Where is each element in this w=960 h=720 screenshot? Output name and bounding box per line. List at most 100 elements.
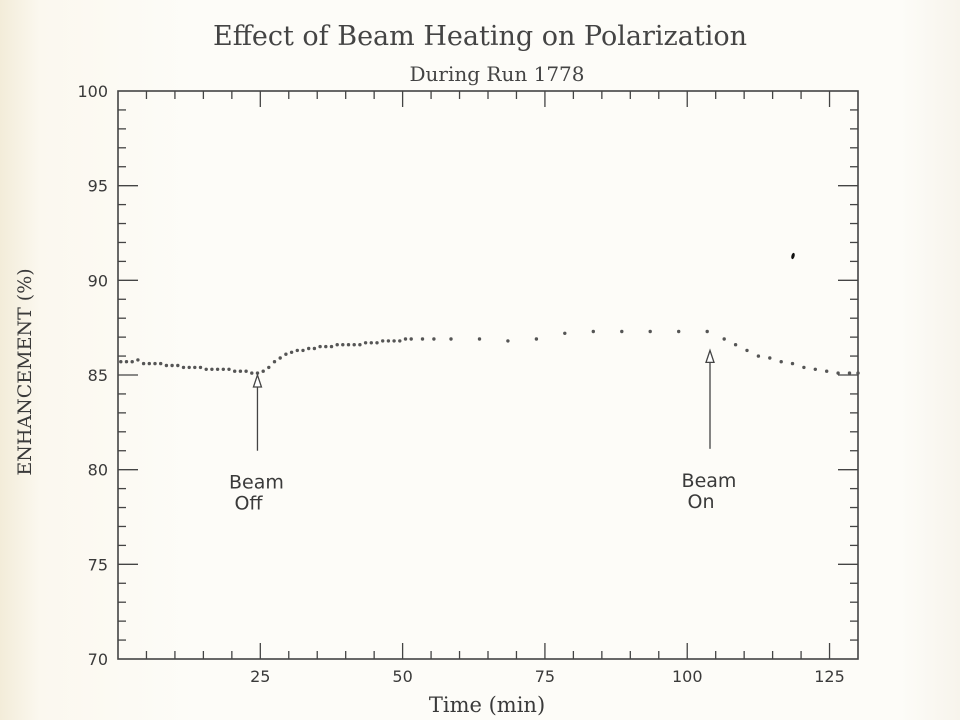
data-point	[312, 346, 317, 351]
data-point	[768, 356, 772, 360]
data-point	[477, 337, 482, 341]
data-point	[221, 367, 225, 371]
data-point	[358, 343, 362, 347]
data-point	[210, 367, 214, 371]
data-point	[267, 365, 271, 370]
data-point	[198, 365, 203, 370]
data-point	[363, 341, 368, 345]
y-tick-label: 90	[88, 271, 108, 290]
data-point	[176, 363, 180, 368]
chart-subtitle: During Run 1778	[410, 62, 585, 86]
data-point	[335, 343, 339, 347]
data-point	[745, 348, 749, 353]
annotation-label-line2: Off	[234, 493, 263, 515]
data-point	[324, 344, 328, 349]
data-point	[250, 371, 254, 375]
data-point	[825, 369, 829, 373]
data-point	[284, 352, 288, 356]
y-tick-label: 85	[88, 366, 108, 385]
data-points	[119, 329, 860, 375]
data-point	[409, 337, 413, 341]
data-point	[233, 369, 237, 373]
data-point	[136, 358, 140, 362]
data-point	[215, 367, 220, 371]
x-tick-label: 75	[535, 667, 555, 686]
data-point	[119, 360, 123, 364]
data-point	[346, 343, 351, 347]
annotation-label-line1: Beam	[229, 472, 284, 494]
x-tick-label: 125	[814, 667, 845, 686]
axis-ticks	[118, 91, 858, 659]
data-point	[375, 341, 379, 345]
data-point	[130, 360, 134, 364]
data-point	[147, 361, 151, 366]
data-point	[141, 361, 146, 366]
data-point	[534, 337, 539, 341]
data-point	[301, 348, 305, 353]
data-point	[318, 344, 322, 349]
tick-labels: 25 50 75 100 125 70 75 80 85 90 95 100	[77, 82, 844, 686]
data-point	[369, 341, 373, 345]
data-point	[648, 329, 652, 334]
data-point	[227, 367, 231, 371]
data-point	[449, 337, 453, 341]
data-point	[153, 361, 157, 366]
annotation-arrow-head	[705, 348, 715, 364]
data-point	[170, 363, 174, 368]
data-point	[159, 361, 163, 366]
annotation-label-line2: On	[688, 491, 715, 513]
data-point	[836, 371, 840, 375]
data-point	[193, 365, 197, 370]
data-point	[432, 337, 436, 341]
plot-frame	[117, 90, 859, 660]
data-point	[847, 371, 852, 375]
x-tick-label: 100	[672, 667, 703, 686]
ink-speck	[791, 252, 795, 260]
data-point	[381, 339, 385, 343]
y-axis-label: ENHANCEMENT (%)	[14, 268, 36, 475]
data-point	[677, 329, 681, 334]
data-point	[790, 361, 795, 366]
annotation-arrow-head	[252, 372, 263, 388]
data-point	[403, 337, 408, 341]
data-point	[620, 329, 624, 334]
data-point	[295, 348, 299, 353]
data-point	[329, 344, 334, 349]
data-point	[272, 360, 277, 364]
y-tick-label: 75	[88, 555, 108, 574]
y-tick-label: 80	[88, 461, 108, 480]
data-point	[756, 354, 761, 358]
data-point	[244, 369, 248, 373]
data-point	[392, 339, 396, 343]
x-axis-label: Time (min)	[429, 693, 545, 717]
annotation-label-line1: Beam	[682, 470, 737, 492]
data-point	[341, 343, 345, 347]
data-point	[779, 360, 783, 364]
data-point	[307, 346, 311, 351]
data-point	[352, 343, 356, 347]
data-point	[164, 363, 169, 368]
data-point	[733, 343, 738, 347]
data-point	[591, 329, 595, 334]
data-point	[204, 367, 208, 371]
data-point	[813, 367, 817, 371]
data-point	[187, 365, 191, 370]
y-tick-label: 70	[88, 650, 108, 669]
data-point	[506, 339, 510, 343]
x-tick-label: 25	[250, 667, 270, 686]
data-point	[181, 365, 186, 370]
data-point	[420, 337, 425, 341]
data-point	[705, 329, 709, 334]
data-point	[289, 350, 294, 354]
data-point	[563, 331, 567, 335]
x-tick-label: 50	[392, 667, 412, 686]
data-point	[238, 369, 243, 373]
data-point	[856, 371, 860, 375]
data-point	[278, 356, 282, 360]
y-tick-label: 95	[88, 177, 108, 196]
data-point	[802, 365, 806, 370]
y-tick-label: 100	[77, 82, 108, 101]
